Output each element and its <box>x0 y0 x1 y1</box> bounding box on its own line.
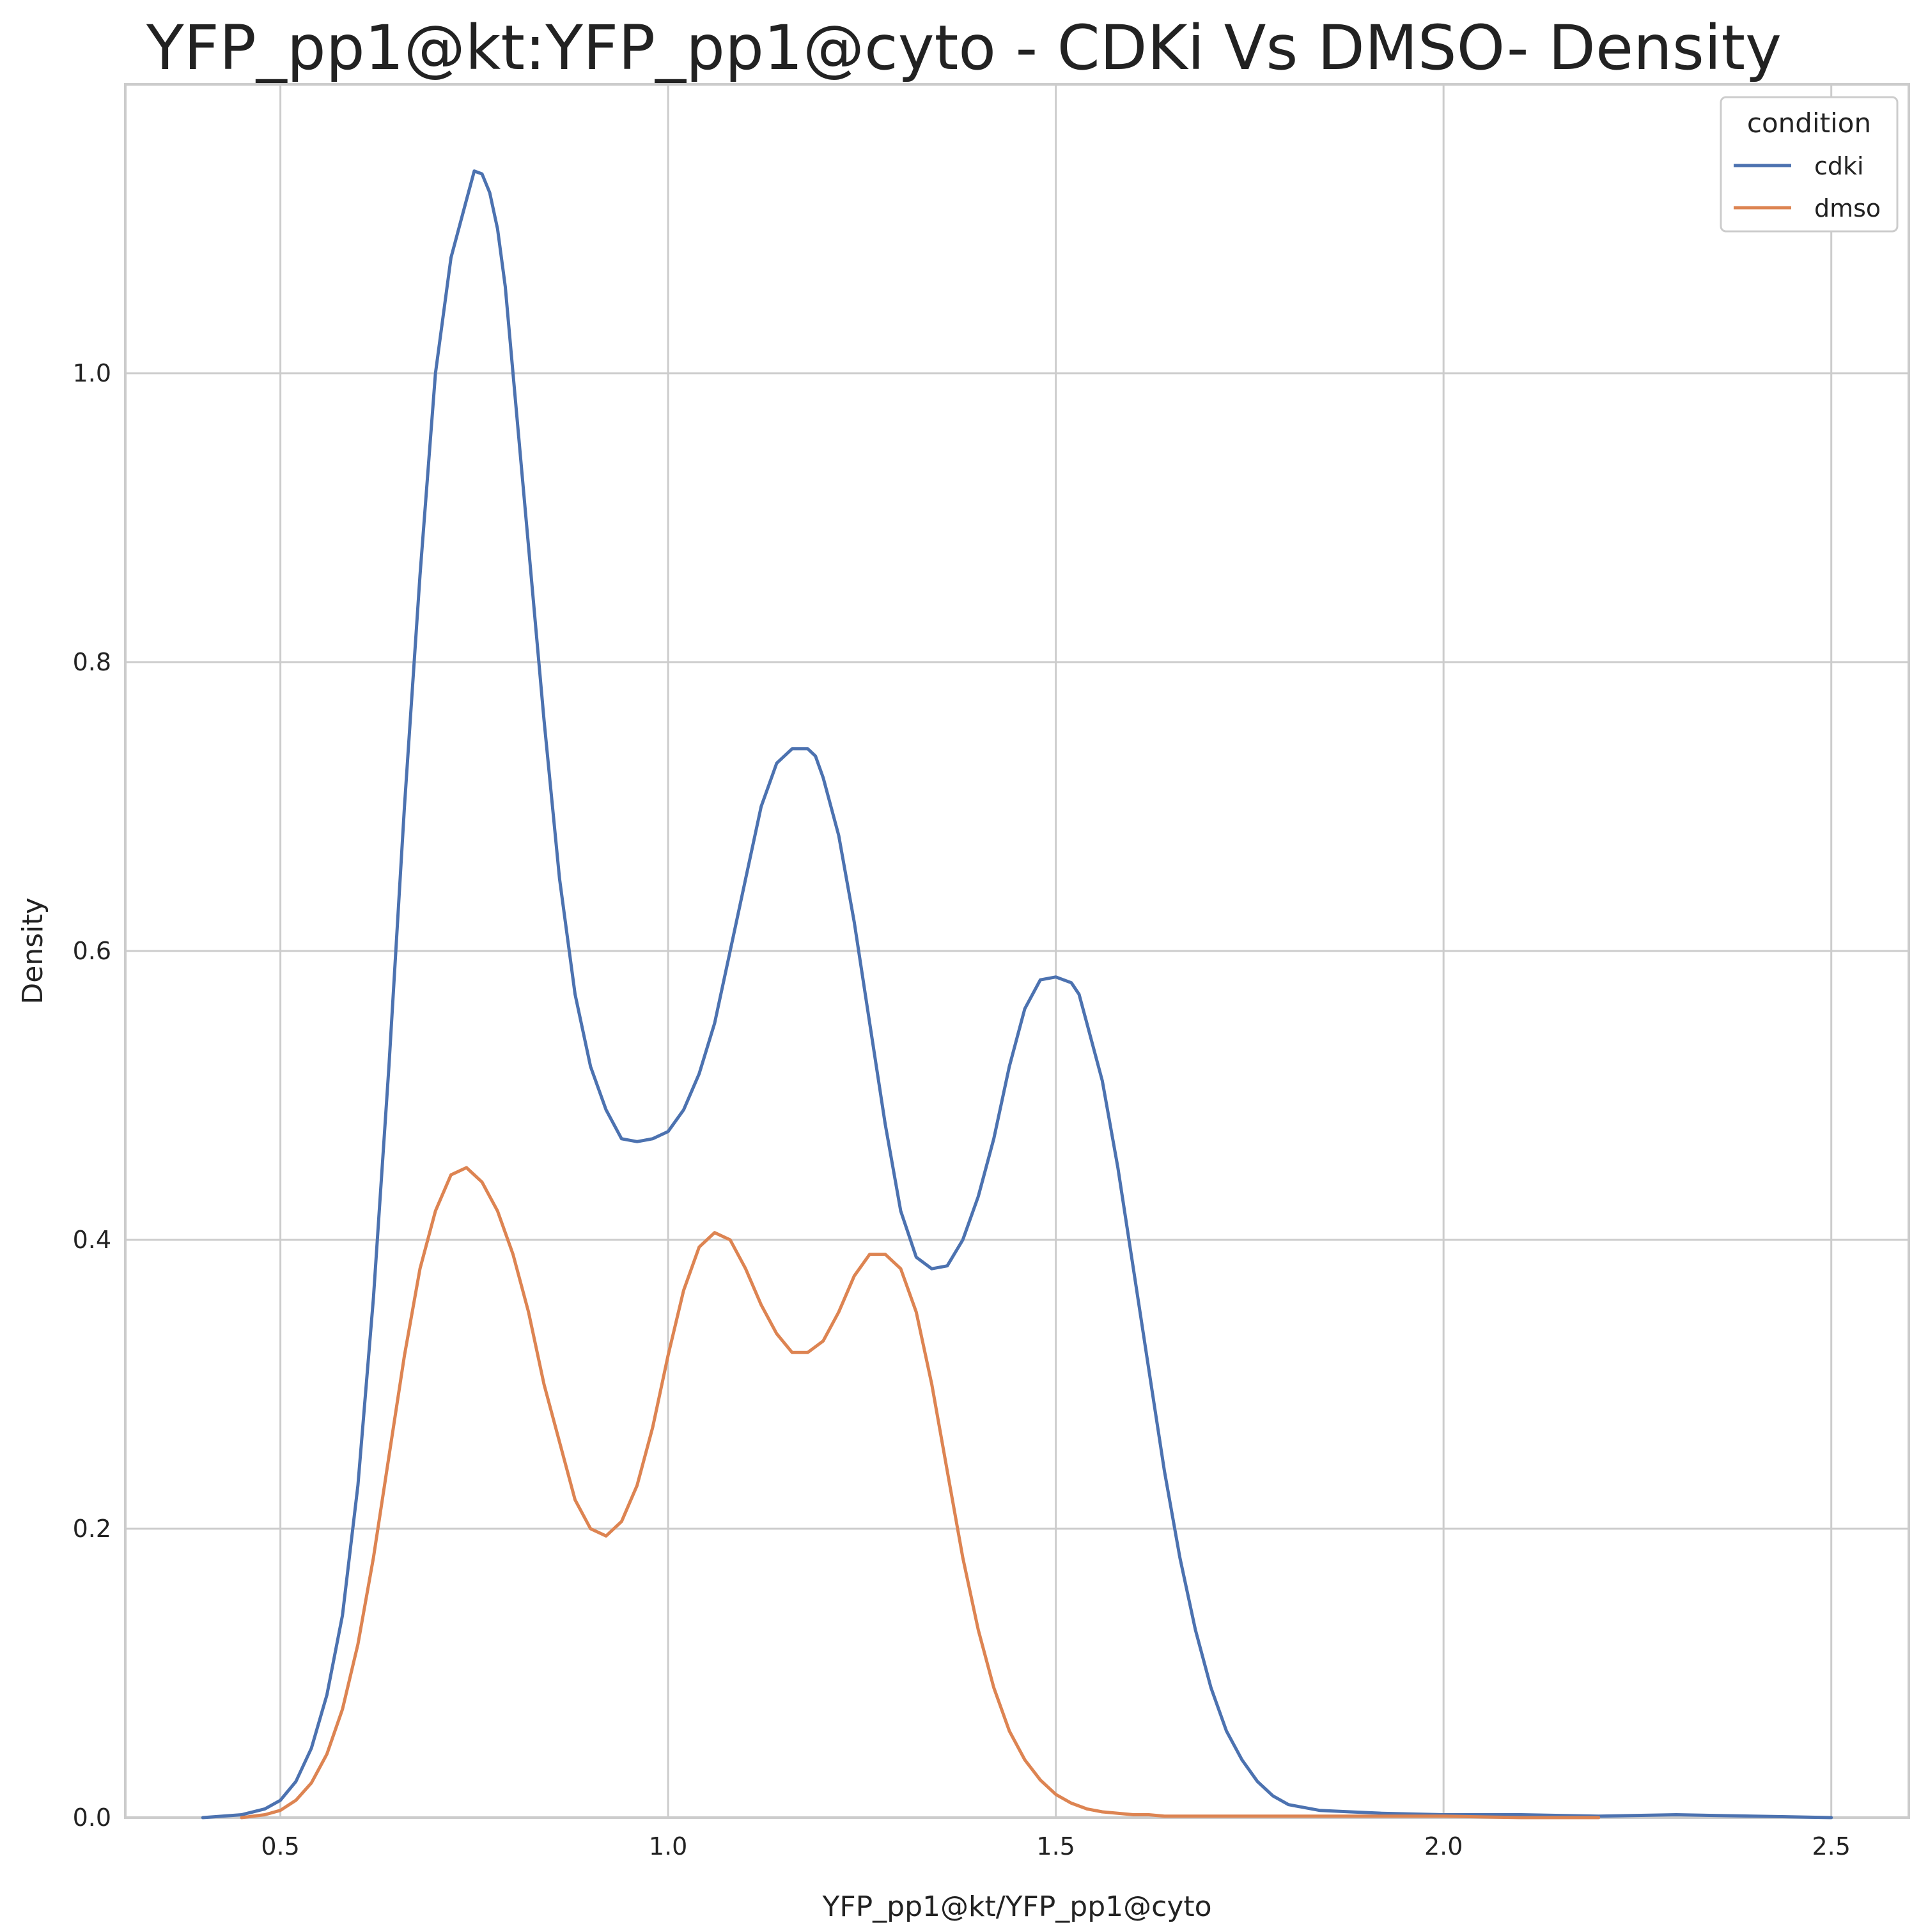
legend-title: condition <box>1747 107 1871 139</box>
x-tick-label: 1.5 <box>1036 1832 1075 1860</box>
legend-label-dmso: dmso <box>1814 194 1881 222</box>
series-line-cdki <box>201 169 1833 1820</box>
y-tick-label: 0.4 <box>73 1226 111 1254</box>
legend-label-cdki: cdki <box>1814 152 1864 180</box>
y-axis-label: Density <box>17 897 49 1004</box>
y-tick-label: 0.6 <box>73 937 111 965</box>
x-tick-label: 2.0 <box>1424 1832 1463 1860</box>
x-tick-label: 2.5 <box>1812 1832 1850 1860</box>
y-tick-label: 0.2 <box>73 1515 111 1543</box>
series-line-dmso <box>240 1166 1601 1820</box>
y-tick-label: 0.8 <box>73 648 111 676</box>
chart-title: YFP_pp1@kt:YFP_pp1@cyto - CDKi Vs DMSO- … <box>146 12 1782 84</box>
x-axis-label: YFP_pp1@kt/YFP_pp1@cyto <box>821 1890 1211 1923</box>
grid <box>125 84 1909 1819</box>
x-tick-label: 1.0 <box>649 1832 687 1860</box>
x-tick-labels: 0.5 1.0 1.5 2.0 2.5 <box>261 1832 1851 1860</box>
y-tick-labels: 0.0 0.2 0.4 0.6 0.8 1.0 <box>73 359 111 1832</box>
series-layer <box>201 169 1833 1820</box>
x-tick-label: 0.5 <box>261 1832 299 1860</box>
y-tick-label: 1.0 <box>73 359 111 387</box>
y-tick-label: 0.0 <box>73 1804 111 1832</box>
legend: condition cdki dmso <box>1720 96 1899 233</box>
legend-box <box>1720 96 1899 233</box>
plot-area-frame <box>124 83 1910 1819</box>
